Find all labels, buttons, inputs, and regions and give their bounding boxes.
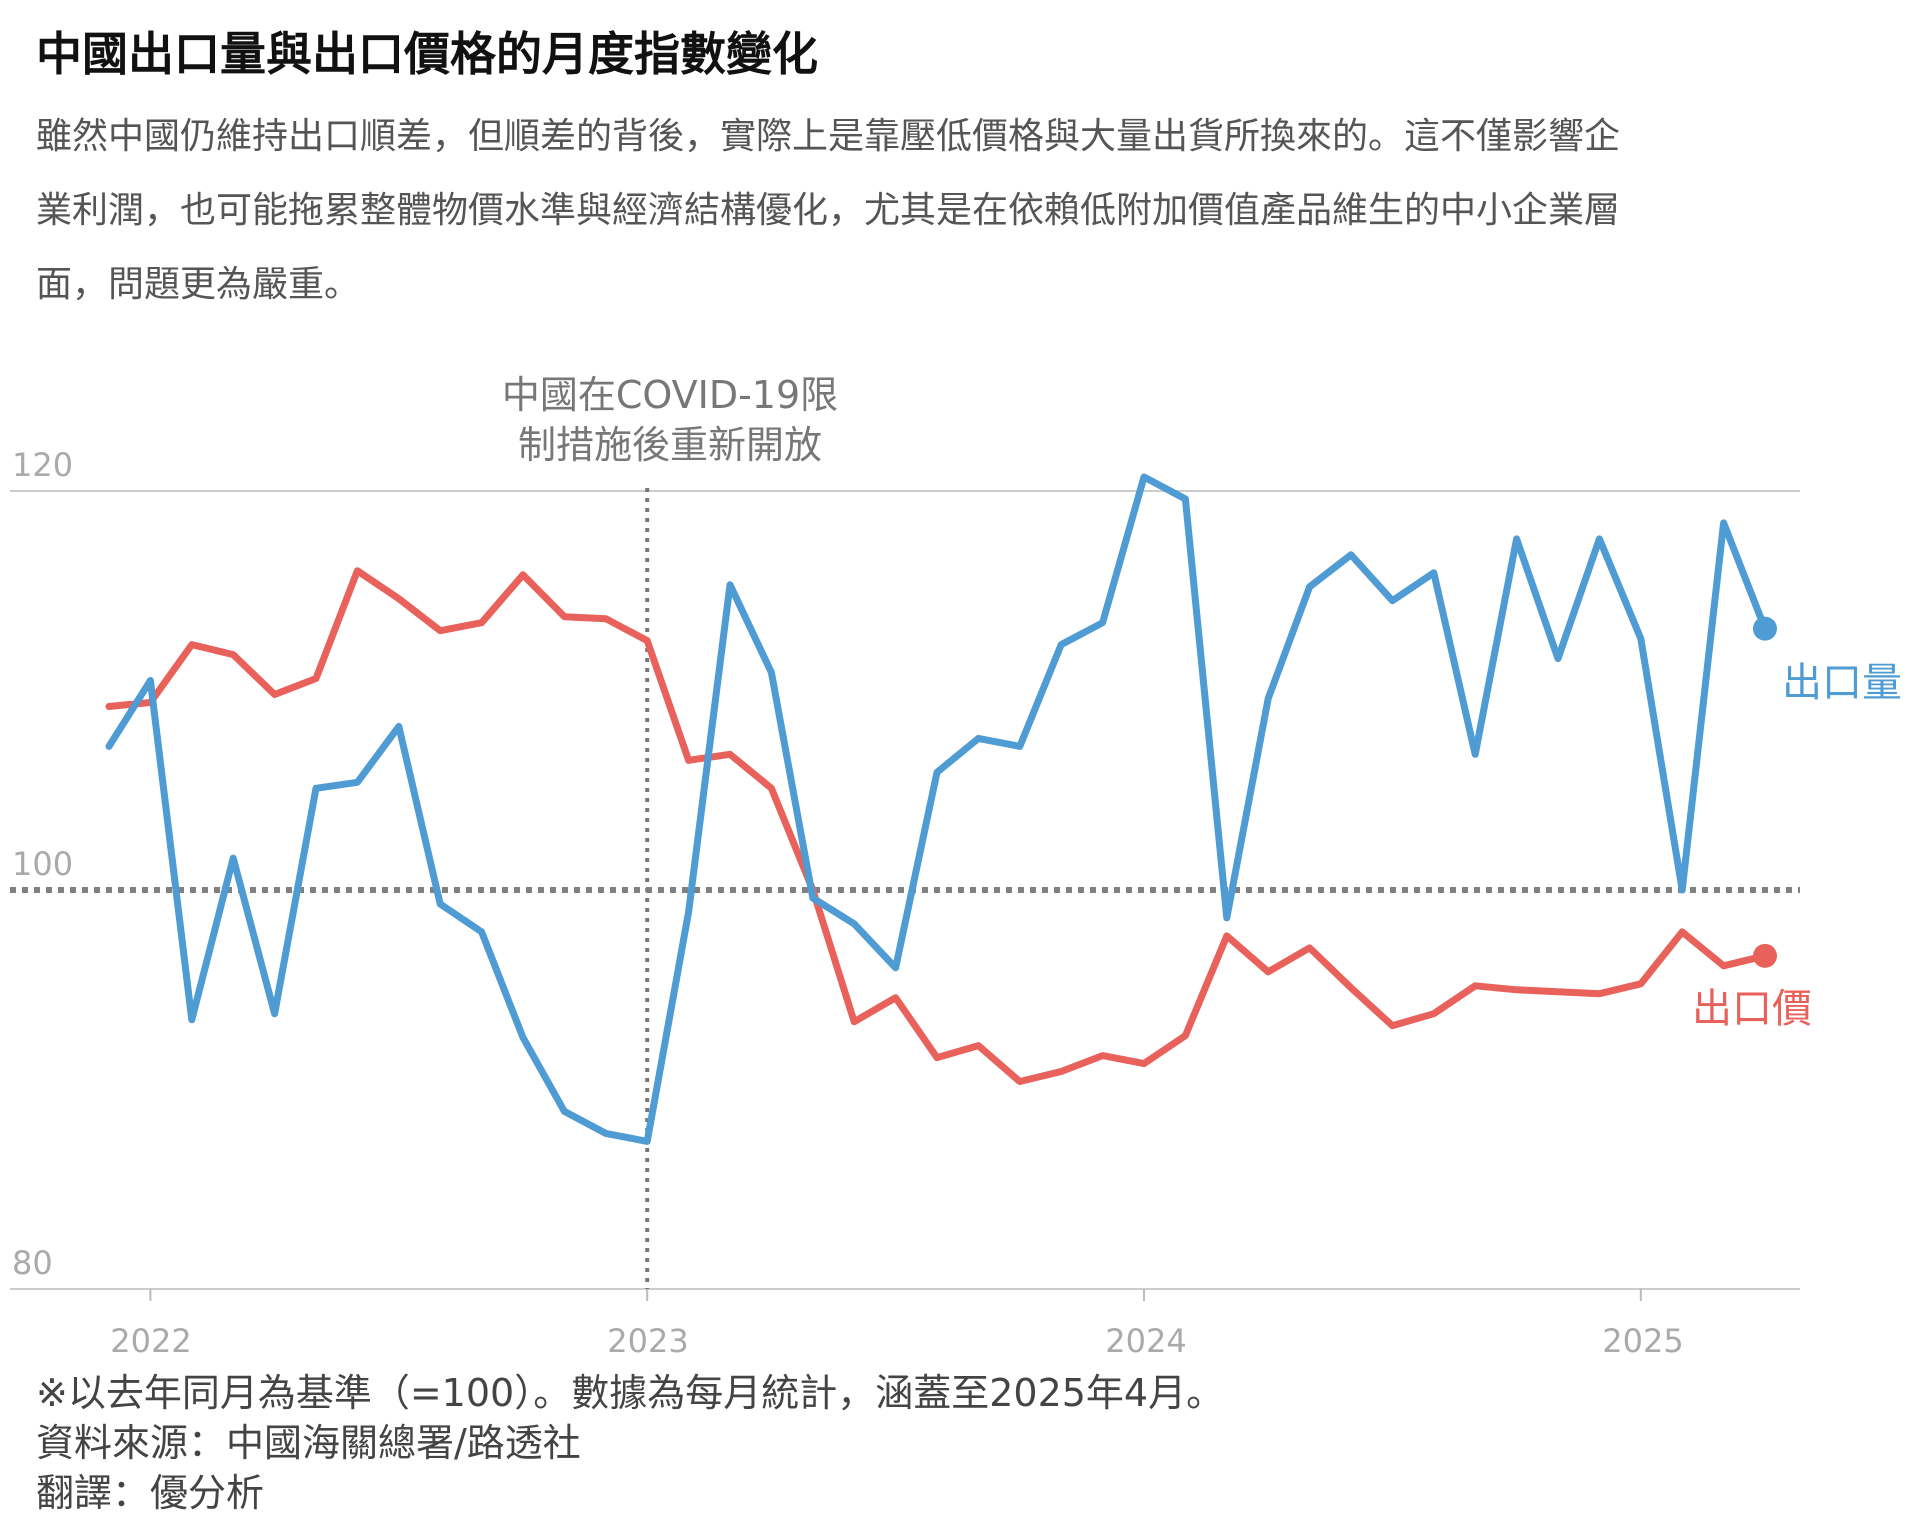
annotation-line-2: 制措施後重新開放 [518, 423, 822, 467]
chart-description: 雖然中國仍維持出口順差，但順差的背後，實際上是靠壓低價格與大量出貨所換來的。這不… [36, 100, 1896, 322]
grid-layer [10, 490, 1800, 1290]
series-label-volume: 出口量 [1782, 660, 1902, 706]
export-volume-end-point [1753, 616, 1777, 641]
xtick-2022: 2022 [110, 1322, 191, 1360]
footnote-source: 資料來源：中國海關總署/路透社 [36, 1421, 581, 1465]
footnote-baseline: ※以去年同月為基準（=100）。數據為每月統計，涵蓋至2025年4月。 [36, 1371, 1225, 1415]
xtick-2023: 2023 [607, 1322, 688, 1360]
annotation-line-1: 中國在COVID-19限 [502, 373, 838, 417]
export-price-end-point [1753, 943, 1777, 968]
footnote-translation: 翻譯：優分析 [36, 1471, 265, 1515]
ytick-120: 120 [12, 446, 73, 484]
xtick-marks [149, 1289, 1642, 1301]
xtick-2024: 2024 [1105, 1322, 1186, 1360]
ytick-100: 100 [12, 845, 73, 883]
chart-title: 中國出口量與出口價格的月度指數變化 [36, 27, 818, 81]
export-volume-line [105, 473, 1769, 1145]
description-line-3: 面，問題更為嚴重。 [36, 264, 361, 305]
description-line-1: 雖然中國仍維持出口順差，但順差的背後，實際上是靠壓低價格與大量出貨所換來的。這不… [36, 116, 1621, 157]
ytick-80: 80 [12, 1244, 53, 1282]
chart-footer: ※以去年同月為基準（=100）。數據為每月統計，涵蓋至2025年4月。 資料來源… [36, 1368, 1224, 1518]
series-label-price: 出口價 [1692, 986, 1812, 1032]
xtick-2025: 2025 [1602, 1322, 1683, 1360]
description-line-2: 業利潤，也可能拖累整體物價水準與經濟結構優化，尤其是在依賴低附加價值產品維生的中… [36, 190, 1621, 231]
export-price-line [105, 567, 1769, 1085]
